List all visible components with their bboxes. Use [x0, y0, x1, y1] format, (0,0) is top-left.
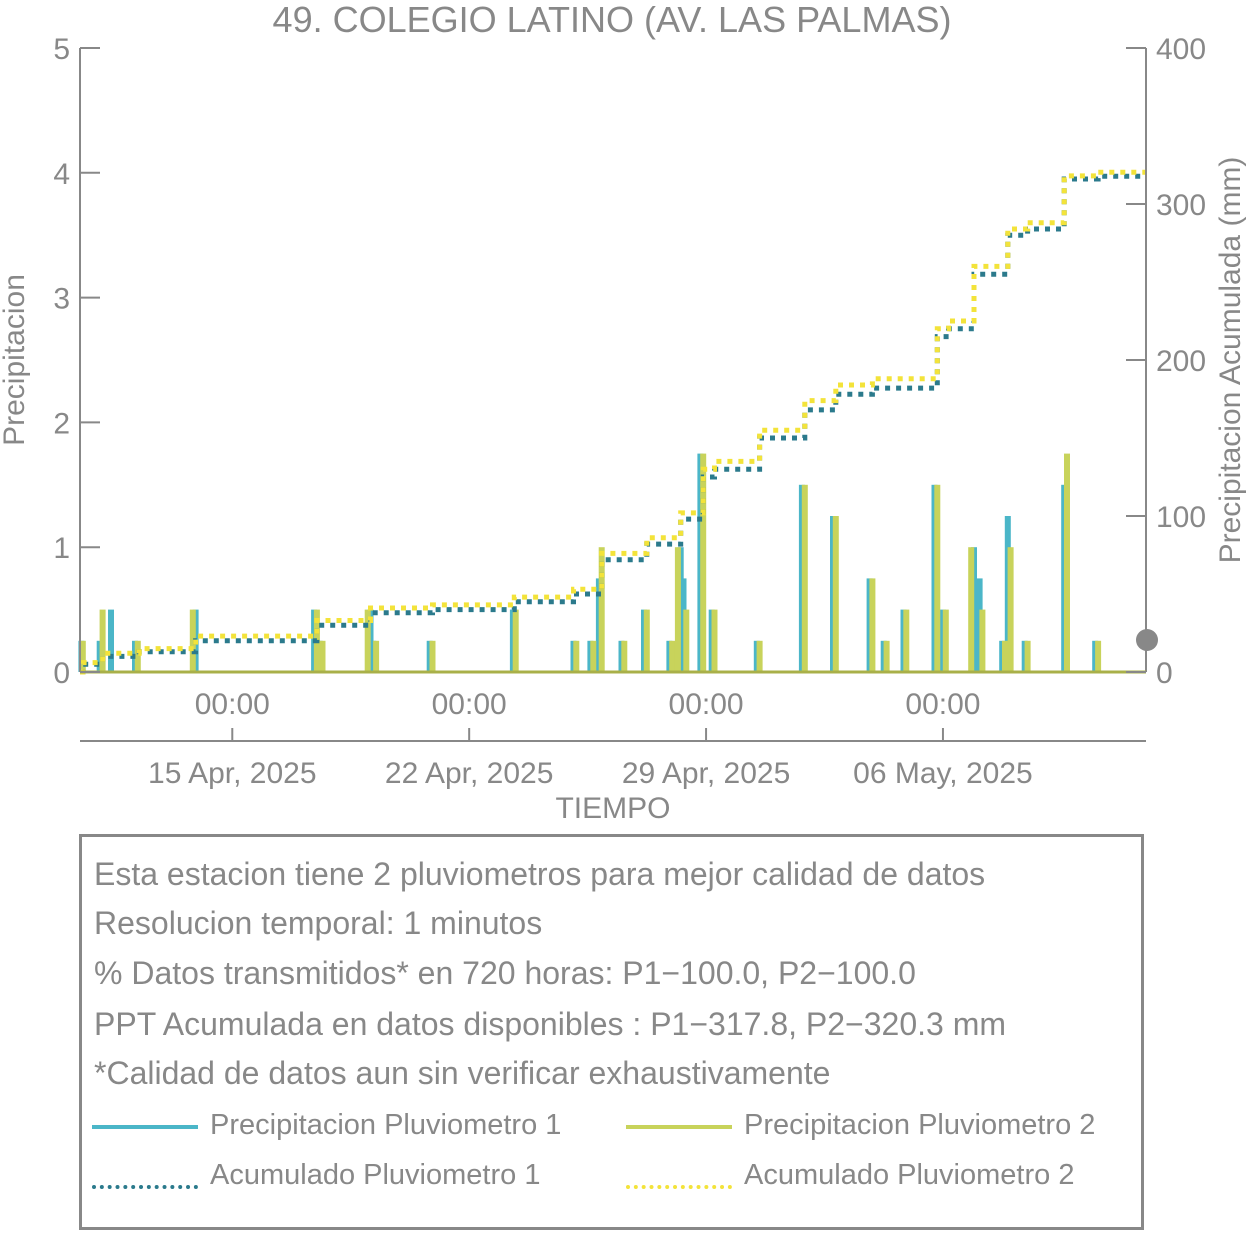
legend-label-p1: Precipitacion Pluviometro 1	[210, 1109, 562, 1141]
bar-p2-3	[189, 609, 196, 672]
bar-p2-27	[942, 609, 949, 672]
legend-label-p2: Precipitacion Pluviometro 2	[744, 1109, 1096, 1141]
x-ticks: 00:00 15 Apr, 2025 00:00 22 Apr, 2025 00:00 2…	[148, 688, 1033, 790]
legend-swatch-p1	[92, 1125, 198, 1129]
left-tick-label-1: 1	[53, 532, 70, 565]
y-axis-label-left: Precipitacion	[0, 274, 31, 446]
x-tick-date-1: 22 Apr, 2025	[385, 757, 554, 790]
bar-p2-33	[1064, 453, 1070, 672]
bar-p2-15	[669, 640, 676, 672]
bar-p2-32	[1024, 640, 1031, 672]
x-tick-date-0: 15 Apr, 2025	[148, 757, 317, 790]
bar-p2-17	[683, 609, 690, 672]
x-tick-time-2: 00:00	[669, 688, 744, 721]
bar-p2-8	[429, 640, 436, 672]
info-stations: Esta estacion tiene 2 pluviometros para …	[94, 856, 986, 892]
legend-item-p1: Precipitacion Pluviometro 1	[82, 1107, 602, 1147]
bar-p2-28	[968, 547, 975, 672]
bar-p2-18	[700, 453, 707, 672]
right-tick-label-3: 300	[1156, 189, 1206, 222]
bar-p2-13	[621, 640, 628, 672]
left-tick-label-4: 4	[53, 158, 70, 191]
chart-title: 49. COLEGIO LATINO (AV. LAS PALMAS)	[273, 0, 952, 40]
bar-p2-12	[598, 547, 605, 672]
info-resolution: Resolucion temporal: 1 minutos	[94, 905, 543, 941]
bar-p2-24	[883, 640, 890, 672]
right-tick-label-1: 100	[1156, 501, 1206, 534]
bar-p2-1	[99, 609, 106, 672]
bar-p2-6	[364, 609, 371, 672]
x-tick-time-1: 00:00	[432, 688, 507, 721]
info-accumulated: PPT Acumulada en datos disponibles : P1−…	[94, 1006, 1006, 1042]
bar-p2-9	[512, 609, 519, 672]
bar-p2-31	[1007, 547, 1014, 672]
bar-p2-5	[319, 640, 326, 672]
status-marker	[1136, 629, 1158, 651]
bar-p2-30	[1002, 640, 1008, 672]
bar-p2-25	[903, 609, 910, 672]
legend-swatch-p2	[626, 1125, 732, 1129]
bar-p2-16	[674, 547, 681, 672]
bar-p2-7	[373, 640, 380, 672]
x-tick-time-3: 00:00	[905, 688, 980, 721]
info-quality-note: *Calidad de datos aun sin verificar exha…	[94, 1055, 831, 1091]
bar-p1-2	[108, 609, 114, 672]
info-transmitted: % Datos transmitidos* en 720 horas: P1−1…	[94, 955, 916, 991]
legend-item-p2: Precipitacion Pluviometro 2	[616, 1107, 1136, 1147]
legend-item-acc2: Acumulado Pluviometro 2	[616, 1157, 1136, 1197]
x-axis-label: TIEMPO	[555, 792, 670, 825]
bars-layer	[78, 453, 1102, 672]
left-tick-label-3: 3	[53, 283, 70, 316]
left-tick-label-5: 5	[53, 33, 70, 66]
accum-line-p2	[80, 169, 1146, 675]
accum-layer	[80, 169, 1146, 675]
bar-p2-23	[869, 578, 876, 672]
bar-p2-20	[756, 640, 763, 672]
bar-p2-11	[590, 640, 597, 672]
legend-label-acc1: Acumulado Pluviometro 1	[210, 1159, 541, 1191]
legend-label-acc2: Acumulado Pluviometro 2	[744, 1159, 1075, 1191]
right-ticks: 0 100 200 300 400	[1126, 33, 1206, 690]
x-tick-date-2: 29 Apr, 2025	[622, 757, 791, 790]
bar-p2-21	[801, 484, 808, 672]
left-ticks: 0 1 2 3 4 5	[53, 33, 100, 690]
bar-p2-26	[934, 484, 941, 672]
bar-p2-29	[979, 609, 986, 672]
legend-swatch-acc2	[626, 1185, 732, 1189]
right-tick-label-2: 200	[1156, 345, 1206, 378]
bar-p2-2	[134, 640, 141, 672]
bar-p2-22	[832, 516, 839, 672]
right-tick-label-0: 0	[1156, 657, 1173, 690]
bar-p2-0	[79, 640, 86, 672]
x-tick-date-3: 06 May, 2025	[853, 757, 1033, 790]
x-tick-time-0: 00:00	[195, 688, 270, 721]
legend-swatch-acc1	[92, 1185, 198, 1189]
info-box: Esta estacion tiene 2 pluviometros para …	[79, 834, 1144, 1230]
bar-p2-14	[643, 609, 650, 672]
left-tick-label-2: 2	[53, 407, 70, 440]
accum-line-p1	[80, 173, 1146, 675]
legend-item-acc1: Acumulado Pluviometro 1	[82, 1157, 602, 1197]
bar-p2-34	[1095, 640, 1102, 672]
bar-p2-19	[711, 609, 718, 672]
y-axis-label-right: Precipitacion Acumulada (mm)	[1214, 157, 1247, 564]
chart: 49. COLEGIO LATINO (AV. LAS PALMAS) 0 1 2 3…	[0, 0, 1247, 825]
left-tick-label-0: 0	[53, 657, 70, 690]
right-tick-label-4: 400	[1156, 33, 1206, 66]
bar-p2-10	[573, 640, 580, 672]
